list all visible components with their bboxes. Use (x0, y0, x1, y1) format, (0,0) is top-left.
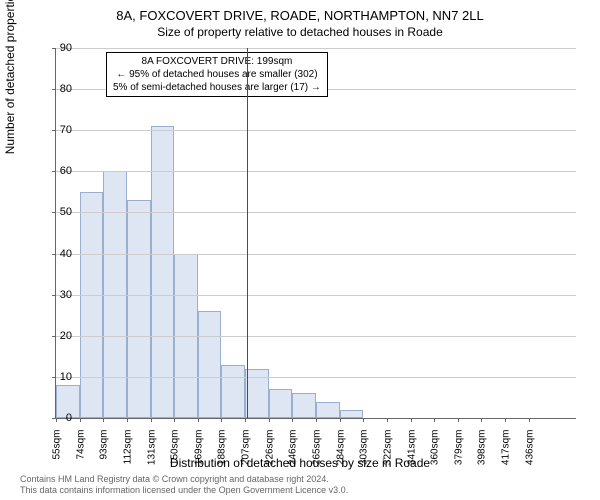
y-tick-label: 70 (52, 124, 72, 136)
x-tick-label: 150sqm (170, 430, 181, 480)
x-tick-mark (151, 418, 152, 422)
x-tick-mark (411, 418, 412, 422)
x-tick-mark (316, 418, 317, 422)
annotation-line2: ← 95% of detached houses are smaller (30… (113, 68, 321, 81)
histogram-bar (221, 365, 245, 418)
x-tick-mark (505, 418, 506, 422)
x-tick-mark (458, 418, 459, 422)
x-tick-mark (103, 418, 104, 422)
x-tick-mark (529, 418, 530, 422)
x-tick-mark (481, 418, 482, 422)
histogram-bar (80, 192, 104, 418)
footer-line1: Contains HM Land Registry data © Crown c… (20, 474, 348, 485)
x-tick-label: 169sqm (193, 430, 204, 480)
x-tick-label: 265sqm (312, 430, 323, 480)
x-tick-label: 322sqm (382, 430, 393, 480)
grid-line (56, 336, 576, 337)
x-tick-label: 246sqm (288, 430, 299, 480)
x-tick-label: 131sqm (146, 430, 157, 480)
x-tick-mark (174, 418, 175, 422)
x-tick-label: 303sqm (359, 430, 370, 480)
footer-line2: This data contains information licensed … (20, 485, 348, 496)
y-axis-label: Number of detached properties (3, 0, 17, 154)
x-tick-label: 360sqm (430, 430, 441, 480)
histogram-bar (269, 389, 293, 418)
x-tick-mark (127, 418, 128, 422)
x-tick-mark (245, 418, 246, 422)
x-tick-label: 188sqm (217, 430, 228, 480)
grid-line (56, 171, 576, 172)
x-tick-label: 284sqm (335, 430, 346, 480)
annotation-box: 8A FOXCOVERT DRIVE: 199sqm ← 95% of deta… (106, 52, 328, 97)
chart-container: 8A, FOXCOVERT DRIVE, ROADE, NORTHAMPTON,… (0, 0, 600, 500)
x-tick-mark (434, 418, 435, 422)
y-tick-label: 10 (52, 371, 72, 383)
x-tick-mark (198, 418, 199, 422)
histogram-bar (198, 311, 222, 418)
x-tick-mark (387, 418, 388, 422)
grid-line (56, 48, 576, 49)
grid-line (56, 212, 576, 213)
x-tick-mark (80, 418, 81, 422)
x-tick-label: 379sqm (453, 430, 464, 480)
grid-line (56, 377, 576, 378)
histogram-bar (316, 402, 340, 418)
y-tick-label: 0 (52, 412, 72, 424)
histogram-bar (340, 410, 364, 418)
histogram-bar (127, 200, 151, 418)
x-tick-label: 112sqm (122, 430, 133, 480)
x-tick-mark (340, 418, 341, 422)
y-tick-label: 90 (52, 42, 72, 54)
y-tick-label: 20 (52, 330, 72, 342)
x-tick-label: 207sqm (241, 430, 252, 480)
reference-line (247, 48, 248, 418)
x-tick-label: 55sqm (52, 430, 63, 480)
x-tick-mark (269, 418, 270, 422)
x-tick-label: 398sqm (477, 430, 488, 480)
y-tick-label: 80 (52, 83, 72, 95)
y-tick-label: 60 (52, 165, 72, 177)
annotation-line3: 5% of semi-detached houses are larger (1… (113, 81, 321, 94)
x-tick-label: 93sqm (99, 430, 110, 480)
grid-line (56, 130, 576, 131)
grid-line (56, 295, 576, 296)
x-tick-label: 74sqm (75, 430, 86, 480)
y-tick-label: 30 (52, 289, 72, 301)
chart-title-sub: Size of property relative to detached ho… (0, 23, 600, 39)
grid-line (56, 254, 576, 255)
x-tick-label: 417sqm (501, 430, 512, 480)
x-tick-mark (221, 418, 222, 422)
x-tick-label: 341sqm (406, 430, 417, 480)
x-tick-label: 436sqm (524, 430, 535, 480)
x-tick-label: 226sqm (264, 430, 275, 480)
x-tick-mark (292, 418, 293, 422)
footer-text: Contains HM Land Registry data © Crown c… (20, 474, 348, 496)
histogram-bar (151, 126, 175, 418)
chart-title-main: 8A, FOXCOVERT DRIVE, ROADE, NORTHAMPTON,… (0, 0, 600, 23)
histogram-bar (292, 393, 316, 418)
y-tick-label: 50 (52, 206, 72, 218)
plot-area: 8A FOXCOVERT DRIVE: 199sqm ← 95% of deta… (55, 48, 576, 419)
annotation-line1: 8A FOXCOVERT DRIVE: 199sqm (113, 55, 321, 68)
x-tick-mark (363, 418, 364, 422)
y-tick-label: 40 (52, 248, 72, 260)
